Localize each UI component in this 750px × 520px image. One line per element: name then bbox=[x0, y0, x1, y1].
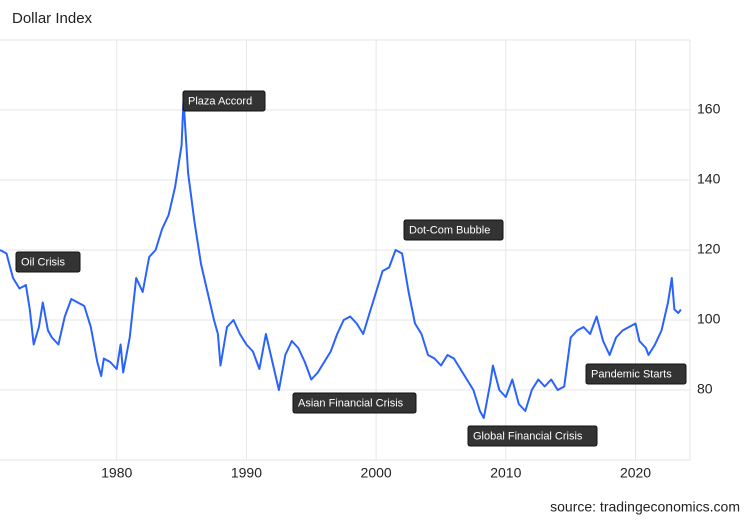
annotation: Pandemic Starts bbox=[591, 368, 672, 380]
y-tick-label: 140 bbox=[697, 171, 721, 187]
line bbox=[0, 98, 682, 419]
annotation: Global Financial Crisis bbox=[473, 430, 583, 442]
annotation: Asian Financial Crisis bbox=[298, 397, 404, 409]
annotation: Oil Crisis bbox=[21, 256, 65, 268]
x-tick-label: 2010 bbox=[490, 465, 521, 481]
y-tick-label: 80 bbox=[697, 381, 713, 397]
annotation-box bbox=[182, 90, 266, 112]
x-tick-label: 2000 bbox=[361, 465, 392, 481]
y-tick-label: 160 bbox=[697, 101, 721, 117]
annotation-box bbox=[292, 392, 417, 414]
annotation-box bbox=[15, 251, 81, 273]
x-tick-label: 2020 bbox=[620, 465, 651, 481]
annotation-box bbox=[585, 363, 687, 385]
source: source: tradingeconomics.com bbox=[550, 499, 740, 515]
annotation-box bbox=[467, 425, 598, 447]
y-tick-label: 120 bbox=[697, 241, 721, 257]
x-tick-label: 1990 bbox=[231, 465, 262, 481]
annotation-box bbox=[403, 219, 504, 241]
chart-title: Dollar Index bbox=[12, 10, 93, 27]
annotation: Dot-Com Bubble bbox=[409, 224, 490, 236]
x-tick-label: 1980 bbox=[101, 465, 132, 481]
annotation: Plaza Accord bbox=[188, 95, 252, 107]
y-tick-label: 100 bbox=[697, 311, 721, 327]
